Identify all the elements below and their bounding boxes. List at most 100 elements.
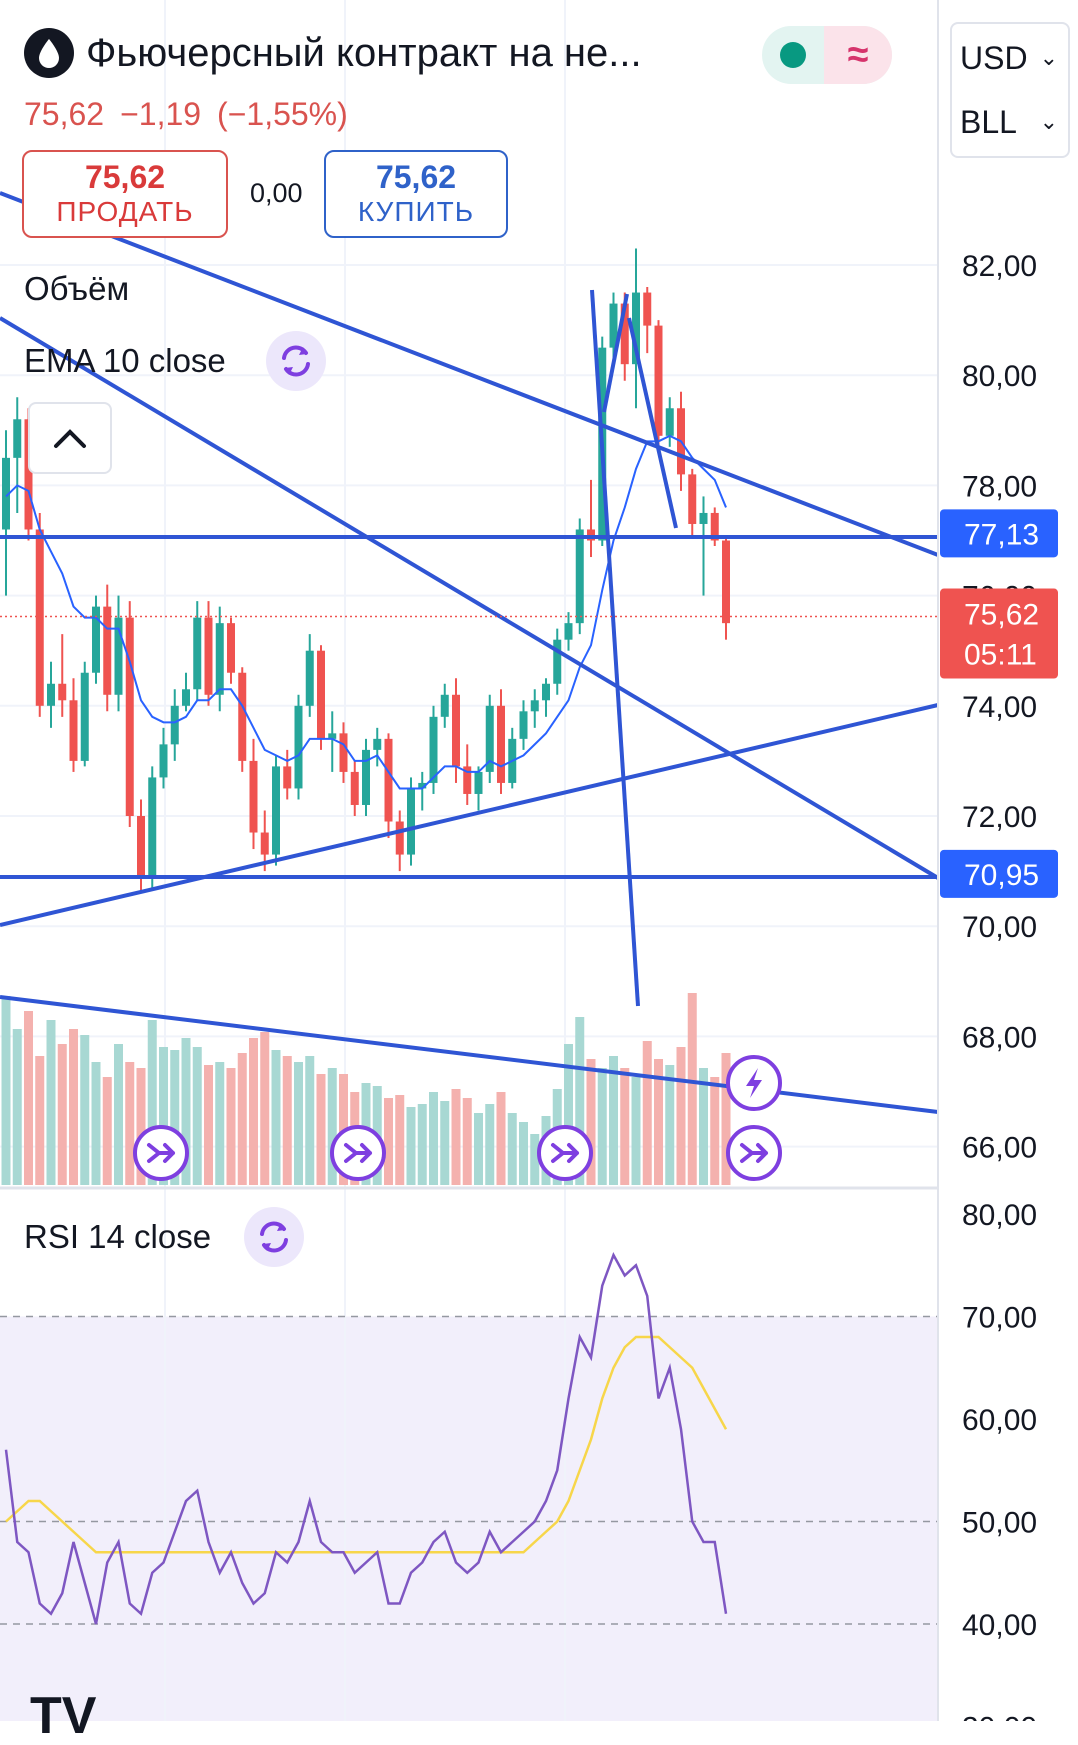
trend-line-drawing[interactable] bbox=[627, 317, 678, 529]
market-status-pill[interactable]: ≈ bbox=[762, 26, 892, 84]
candle bbox=[148, 766, 157, 888]
candle bbox=[665, 397, 674, 447]
candle bbox=[182, 672, 190, 712]
volume-bar bbox=[181, 1038, 191, 1185]
volume-bar bbox=[1, 996, 11, 1185]
candle bbox=[407, 777, 415, 866]
candle bbox=[249, 738, 258, 850]
candle-body bbox=[148, 777, 157, 877]
unit-select[interactable]: BLL ⌄ bbox=[960, 103, 1058, 140]
candle-body bbox=[407, 788, 415, 855]
candle-body bbox=[497, 705, 505, 783]
candle bbox=[69, 678, 78, 772]
candle bbox=[587, 479, 595, 558]
currency-select[interactable]: USD ⌄ bbox=[960, 39, 1058, 76]
volume-bar bbox=[170, 1050, 180, 1185]
event-marker-2[interactable] bbox=[330, 1125, 386, 1181]
rsi-refresh-button[interactable] bbox=[244, 1207, 304, 1267]
event-marker-1[interactable] bbox=[133, 1125, 189, 1181]
quote-line: 75,62 −1,19 (−1,55%) bbox=[24, 96, 364, 133]
candle-body bbox=[688, 474, 697, 524]
candle-body bbox=[643, 292, 652, 326]
volume-bar bbox=[24, 1011, 33, 1185]
volume-bar bbox=[676, 1047, 686, 1185]
candle bbox=[328, 711, 337, 772]
candle-body bbox=[350, 771, 359, 805]
candle bbox=[497, 689, 505, 794]
symbol-header[interactable]: Фьючерсный контракт на не... bbox=[24, 28, 642, 78]
candle-body bbox=[722, 540, 730, 624]
ema-legend[interactable]: EMA 10 close bbox=[24, 342, 226, 379]
volume-bar bbox=[102, 1077, 112, 1185]
candle bbox=[317, 645, 325, 750]
last-price: 75,62 bbox=[24, 96, 105, 132]
trend-line-drawing[interactable] bbox=[0, 703, 939, 927]
candle-body bbox=[35, 529, 44, 706]
rsi-axis-label: 40,00 bbox=[962, 1609, 1037, 1642]
candle bbox=[114, 595, 123, 712]
candle bbox=[643, 287, 652, 354]
candle-body bbox=[530, 700, 539, 712]
candle-body bbox=[204, 617, 213, 695]
refresh-icon bbox=[260, 1221, 288, 1253]
rsi-legend[interactable]: RSI 14 close bbox=[24, 1218, 212, 1255]
trend-line-drawing[interactable] bbox=[0, 995, 939, 1114]
rsi-axis-label: 60,00 bbox=[962, 1404, 1037, 1437]
trend-line-drawing[interactable] bbox=[0, 316, 940, 880]
candle-body bbox=[317, 650, 325, 739]
candle bbox=[339, 722, 348, 783]
volume-bar bbox=[654, 1059, 663, 1185]
volume-bar bbox=[721, 1053, 731, 1185]
last-price-badge: 75,62 bbox=[964, 599, 1039, 632]
ema-refresh-button[interactable] bbox=[266, 331, 326, 391]
buy-button[interactable]: 75,62 КУПИТЬ bbox=[324, 150, 508, 238]
candle bbox=[35, 512, 44, 717]
candle bbox=[440, 683, 449, 728]
volume-bar bbox=[597, 1068, 607, 1185]
event-marker-4[interactable] bbox=[726, 1125, 782, 1181]
candle bbox=[710, 507, 719, 547]
candle bbox=[429, 705, 438, 794]
trend-line-drawing[interactable] bbox=[590, 289, 640, 1007]
collapse-legend-button[interactable] bbox=[28, 402, 112, 474]
candle bbox=[542, 678, 550, 717]
event-arrow-icon bbox=[551, 1143, 579, 1163]
lightning-marker[interactable] bbox=[726, 1055, 782, 1111]
volume-bar bbox=[237, 1053, 247, 1185]
trend-line-drawing[interactable] bbox=[602, 293, 629, 413]
currency-unit-selector: USD ⌄ BLL ⌄ bbox=[950, 22, 1070, 158]
candle bbox=[125, 601, 134, 828]
candle-body bbox=[13, 419, 22, 458]
candle-body bbox=[564, 623, 573, 640]
candle-body bbox=[193, 617, 202, 690]
candle-body bbox=[699, 512, 708, 524]
buy-label: КУПИТЬ bbox=[357, 196, 475, 227]
price-axis-label: 82,00 bbox=[962, 250, 1037, 283]
candle-body bbox=[58, 683, 67, 701]
volume-bar bbox=[69, 1029, 78, 1185]
candle-body bbox=[103, 606, 112, 695]
candle bbox=[305, 634, 314, 717]
volume-bar bbox=[226, 1068, 236, 1185]
event-marker-3[interactable] bbox=[537, 1125, 593, 1181]
volume-bar bbox=[642, 1041, 652, 1185]
candle-countdown: 05:11 bbox=[964, 639, 1037, 672]
trend-line-drawing[interactable] bbox=[0, 191, 939, 557]
volume-legend[interactable]: Объём bbox=[24, 270, 130, 307]
sell-button[interactable]: 75,62 ПРОДАТЬ bbox=[22, 150, 228, 238]
volume-bar bbox=[496, 1092, 506, 1185]
candle-body bbox=[339, 733, 348, 772]
candle-body bbox=[384, 738, 393, 822]
candle bbox=[632, 248, 640, 409]
candle-body bbox=[249, 760, 258, 833]
volume-bar bbox=[12, 1029, 22, 1185]
volume-bar bbox=[147, 1020, 157, 1185]
candle bbox=[204, 601, 213, 706]
refresh-icon bbox=[282, 345, 310, 377]
candle bbox=[58, 634, 67, 717]
candle-body bbox=[665, 408, 674, 436]
price-axis-label: 74,00 bbox=[962, 691, 1037, 724]
volume-bar bbox=[282, 1056, 292, 1185]
volume-bar bbox=[327, 1068, 337, 1185]
